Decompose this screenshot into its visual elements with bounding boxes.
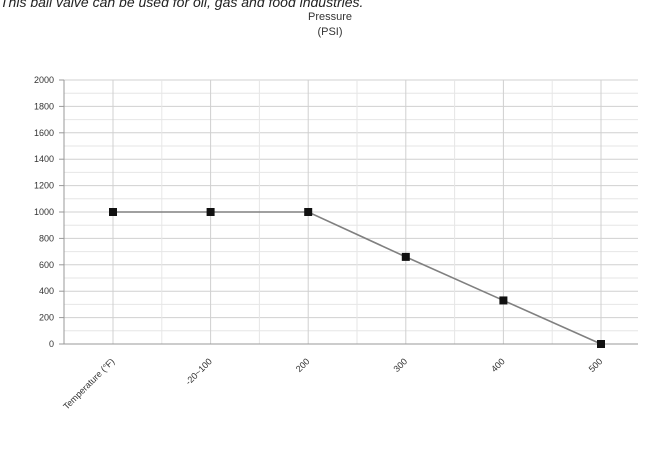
- y-tick-label: 0: [49, 339, 54, 349]
- series-line: [113, 211, 602, 345]
- y-tick-label: 1400: [34, 154, 54, 164]
- chart-title: Pressure: [307, 11, 353, 23]
- y-tick-label: 1200: [34, 181, 54, 191]
- y-tick-label: 200: [39, 313, 54, 323]
- y-tick-label: 800: [39, 233, 54, 243]
- page-caption: This ball valve can be used for oil, gas…: [0, 0, 364, 10]
- y-tick-label: 2000: [34, 75, 54, 85]
- data-point: [597, 340, 605, 348]
- chart-title-block: Pressure (PSI): [250, 10, 410, 40]
- data-point: [401, 252, 410, 261]
- y-tick-label: 1000: [34, 207, 54, 217]
- y-tick-label: 1800: [34, 101, 54, 111]
- y-tick-label: 400: [39, 286, 54, 296]
- chart-subtitle: (PSI): [317, 26, 343, 38]
- data-point: [304, 208, 313, 216]
- x-tick-label: Temperature (°F): [61, 356, 116, 411]
- x-tick-label: 300: [392, 356, 410, 374]
- x-tick-label: 500: [587, 356, 605, 374]
- y-tick-label: 600: [39, 260, 54, 270]
- y-tick-label: 1600: [34, 128, 54, 138]
- x-tick-label: 400: [489, 356, 507, 374]
- x-tick-label: 200: [294, 356, 312, 374]
- data-point: [109, 208, 117, 216]
- data-point: [206, 208, 215, 216]
- data-point: [499, 296, 508, 305]
- x-tick-label: -20~100: [183, 356, 214, 387]
